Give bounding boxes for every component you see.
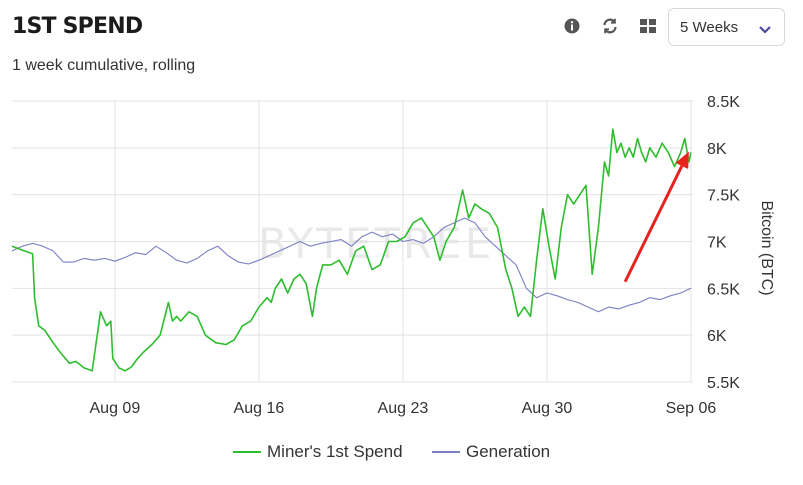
annotation-arrow-head [675, 151, 689, 170]
refresh-icon[interactable] [601, 17, 619, 35]
x-tick-label: Sep 06 [666, 400, 717, 417]
y-tick-label: 8K [707, 141, 727, 158]
x-tick-label: Aug 30 [522, 400, 573, 417]
y-tick-label: 7K [707, 235, 727, 252]
y-axis-title: Bitcoin (BTC) [758, 200, 775, 295]
y-tick-label: 7.5K [707, 188, 740, 205]
legend-label-miner: Miner's 1st Spend [267, 442, 403, 461]
grid-view-icon[interactable] [639, 17, 657, 35]
x-tick-label: Aug 23 [378, 400, 429, 417]
chevron-down-icon [758, 22, 772, 40]
chart-title: 1ST SPEND [12, 14, 143, 39]
info-icon[interactable] [563, 17, 581, 35]
y-tick-label: 5.5K [707, 375, 740, 392]
legend-label-generation: Generation [466, 442, 551, 461]
line-chart: BYTETREE 5.5K 6K 6.5K 7K 7.5K 8K 8.5K Aug 09 Aug … [11, 94, 775, 417]
range-select-value: 5 Weeks [680, 19, 739, 36]
y-tick-label: 8.5K [707, 94, 740, 111]
y-tick-label: 6.5K [707, 281, 740, 298]
legend-item-miner[interactable]: Miner's 1st Spend [233, 442, 403, 462]
series-line-generation [11, 217, 692, 313]
y-tick-label: 6K [707, 328, 727, 345]
legend-item-generation[interactable]: Generation [432, 442, 550, 462]
series-line-miner [11, 128, 692, 372]
annotation-arrow-shaft [623, 165, 684, 283]
legend-swatch-generation [432, 451, 460, 453]
x-tick-label: Aug 09 [90, 400, 141, 417]
range-select[interactable]: 5 Weeks [668, 8, 785, 46]
chart-subtitle: 1 week cumulative, rolling [12, 57, 196, 74]
legend-swatch-miner [233, 451, 261, 453]
x-tick-label: Aug 16 [234, 400, 285, 417]
watermark-text: BYTETREE [258, 219, 494, 268]
